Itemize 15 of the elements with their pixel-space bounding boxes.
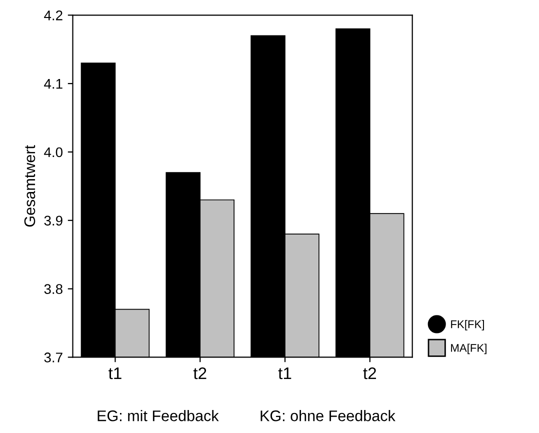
x-tick-label: t2 (193, 367, 206, 380)
legend-label: FK[FK] (451, 320, 484, 330)
x-tick-label: t2 (363, 367, 376, 380)
text: EG: mit Feedback (98, 410, 219, 422)
x-tick-label: t1 (108, 368, 122, 380)
y-tick-label: 4.2 (44, 10, 62, 20)
y-tick-label: 4.1 (44, 79, 62, 89)
y-tick-label: 4.0 (44, 147, 62, 158)
y-tick-label: 3.8 (44, 284, 62, 294)
y-axis-title: Gesamtwert (24, 145, 36, 227)
text: KG: ohne Feedback (260, 410, 396, 422)
y-tick-label: 3.7 (44, 352, 62, 362)
x-tick-label: t1 (278, 368, 292, 380)
y-tick-label: 3.9 (44, 216, 62, 226)
legend-label: MA[FK] (451, 344, 486, 354)
